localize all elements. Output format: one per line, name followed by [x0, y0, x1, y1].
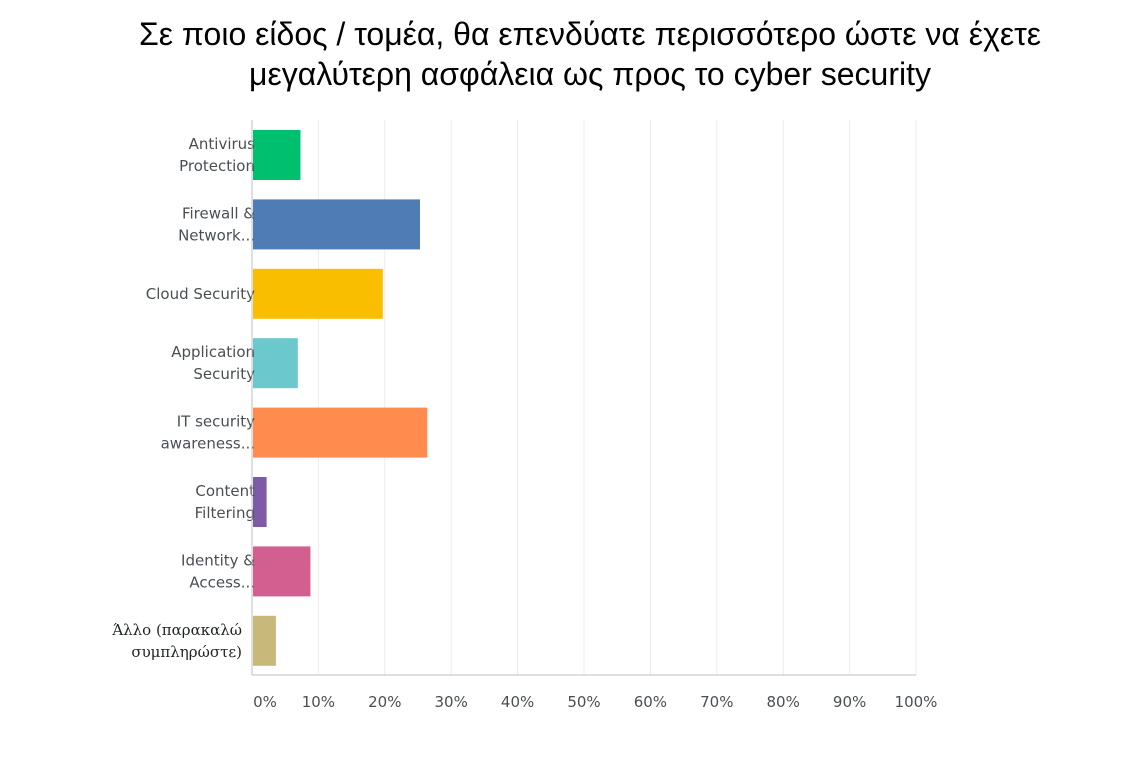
- bar[interactable]: [253, 338, 298, 389]
- category-label: Antivirus Protection: [179, 135, 255, 175]
- category-label: Άλλο (παρακαλώ συμπληρώστε): [111, 621, 242, 661]
- x-axis-ticks: 0% 10% 20% 30% 40% 50% 60% 70% 80% 90% 100%: [253, 693, 937, 711]
- chart-title-line-1: Σε ποιο είδος / τομέα, θα επενδύατε περι…: [138, 16, 1042, 52]
- bar[interactable]: [253, 477, 267, 527]
- x-tick-label: 60%: [634, 693, 667, 711]
- category-label: Content Filtering: [195, 482, 255, 522]
- x-tick-label: 90%: [833, 693, 866, 711]
- category-label: Firewall & Network...: [178, 204, 255, 244]
- bar[interactable]: [253, 130, 301, 180]
- category-label: Identity & Access...: [181, 551, 255, 591]
- category-label: Cloud Security: [146, 285, 255, 303]
- x-tick-label: 20%: [368, 693, 401, 711]
- bar[interactable]: [253, 407, 428, 458]
- bar[interactable]: [253, 199, 420, 250]
- category-label: Application Security: [171, 343, 255, 383]
- x-tick-label: 30%: [435, 693, 468, 711]
- x-tick-label: 80%: [767, 693, 800, 711]
- bar[interactable]: [253, 268, 383, 319]
- category-label: IT security awareness...: [161, 413, 256, 453]
- bar[interactable]: [253, 615, 276, 666]
- chart-title: Σε ποιο είδος / τομέα, θα επενδύατε περι…: [60, 14, 1120, 94]
- x-tick-label: 70%: [700, 693, 733, 711]
- x-tick-label: 100%: [895, 693, 938, 711]
- category-labels: Antivirus Protection Firewall & Network... C…: [111, 135, 255, 661]
- x-tick-label: 50%: [567, 693, 600, 711]
- x-tick-label: 40%: [501, 693, 534, 711]
- chart-title-line-2: μεγαλύτερη ασφάλεια ως προς το cyber sec…: [249, 56, 931, 92]
- bar[interactable]: [253, 546, 311, 597]
- gridlines: [317, 120, 917, 675]
- x-tick-label: 0%: [253, 693, 277, 711]
- bars: [253, 130, 428, 666]
- x-tick-label: 10%: [302, 693, 335, 711]
